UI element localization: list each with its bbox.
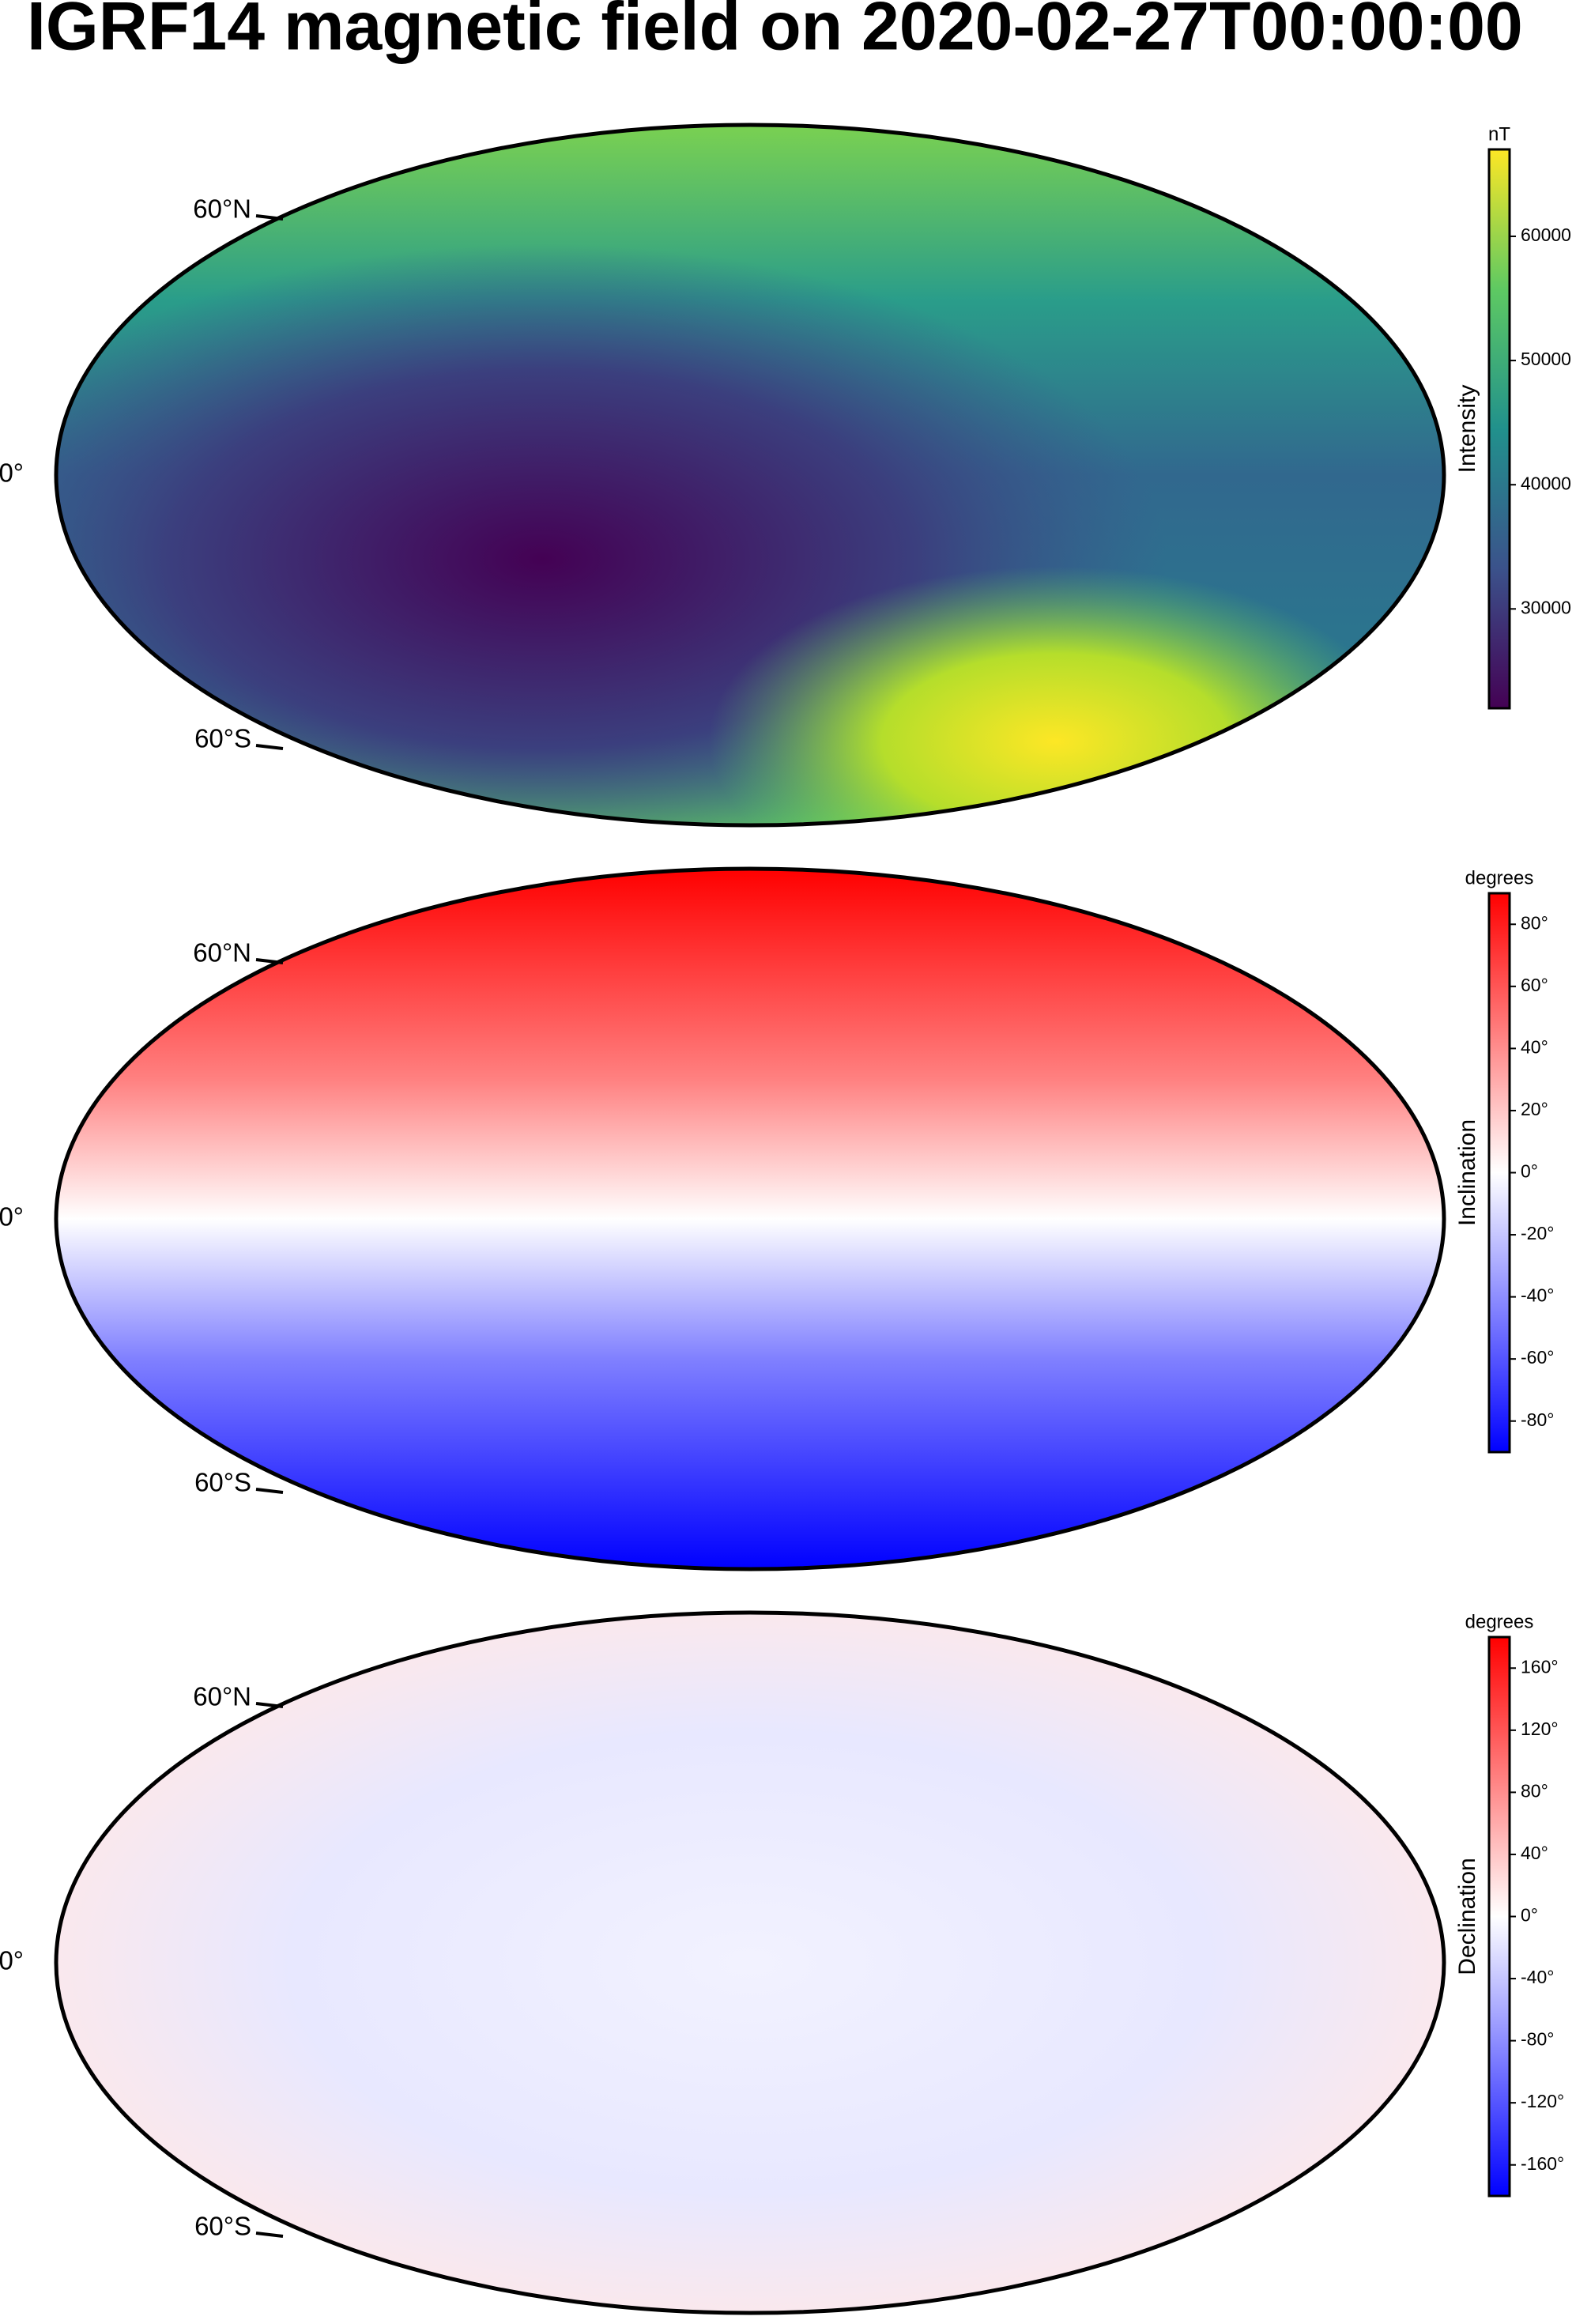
colorbar-tick-label: 50000: [1521, 349, 1571, 369]
latitude-tick: [255, 744, 284, 750]
colorbar-tick-label: 80°: [1521, 912, 1548, 933]
colorbar-tick-label: 160°: [1521, 1656, 1559, 1677]
latitude-label: 60°S: [194, 724, 251, 753]
colorbar-label: Declination: [1454, 1858, 1480, 1975]
colorbar-tick-label: -120°: [1521, 2091, 1564, 2111]
colorbar-tick-label: -80°: [1521, 2029, 1554, 2050]
title: IGRF14 magnetic field on 2020-02-27T00:0…: [27, 0, 1523, 65]
map-frame: [54, 123, 1446, 828]
colorbar-unit: degrees: [1465, 1611, 1534, 1632]
map-frame: [54, 866, 1446, 1571]
latitude-label: 60°N: [193, 1682, 251, 1711]
latitude-label: 0°: [0, 1946, 24, 1975]
colorbar-tick-label: 80°: [1521, 1780, 1548, 1801]
colorbar-tick-label: -160°: [1521, 2153, 1564, 2174]
map-background: [56, 1613, 1444, 2313]
colorbar-tick-label: -80°: [1521, 1409, 1554, 1430]
colorbar-tick-label: -20°: [1521, 1223, 1554, 1243]
colorbar: [1487, 892, 1511, 1454]
latitude-label: 0°: [0, 458, 24, 488]
colorbar-unit: nT: [1488, 123, 1510, 145]
latitude-label: 60°S: [194, 2212, 251, 2241]
latitude-label: 60°N: [193, 194, 251, 224]
latitude-label: 60°S: [194, 1468, 251, 1497]
colorbar-tick-label: 60000: [1521, 224, 1571, 245]
colorbar-tick-label: 60°: [1521, 975, 1548, 995]
latitude-tick: [255, 214, 284, 221]
colorbar-tick-label: 0°: [1521, 1905, 1538, 1926]
colorbar-tick-label: -60°: [1521, 1347, 1554, 1368]
colorbar-tick-label: 120°: [1521, 1718, 1559, 1739]
colorbar-tick-label: -40°: [1521, 1285, 1554, 1306]
map-background: [56, 869, 1444, 1569]
colorbar-unit: degrees: [1465, 867, 1534, 888]
colorbar-tick-label: 40000: [1521, 473, 1571, 493]
map-shading: [56, 125, 1444, 825]
colorbar-tick-label: 40°: [1521, 1843, 1548, 1863]
colorbar: [1487, 148, 1511, 710]
colorbar-tick-label: 40°: [1521, 1036, 1548, 1057]
latitude-label: 60°N: [193, 938, 251, 968]
latitude-tick: [255, 2232, 284, 2238]
latitude-tick: [255, 1702, 284, 1708]
latitude-tick: [255, 958, 284, 964]
map-frame: [54, 1610, 1446, 2315]
colorbar: [1487, 1635, 1511, 2198]
colorbar-tick-label: 0°: [1521, 1161, 1538, 1182]
colorbar-tick-label: -40°: [1521, 1967, 1554, 1987]
colorbar-label: Inclination: [1454, 1119, 1480, 1226]
colorbar-tick-label: 30000: [1521, 597, 1571, 617]
latitude-tick: [255, 1488, 284, 1494]
latitude-label: 0°: [0, 1202, 24, 1232]
colorbar-label: Intensity: [1454, 385, 1480, 473]
colorbar-tick-label: 20°: [1521, 1099, 1548, 1119]
